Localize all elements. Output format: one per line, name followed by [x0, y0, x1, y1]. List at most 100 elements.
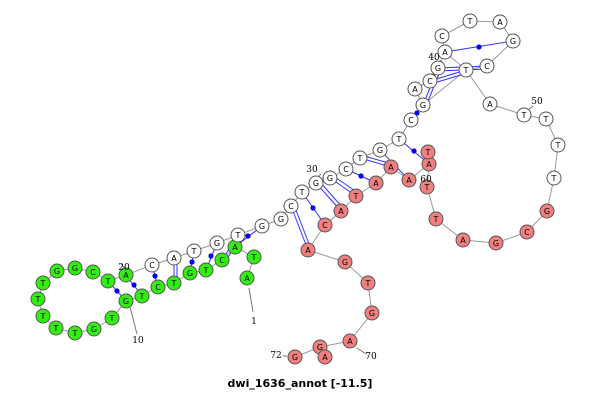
- nucleotide-58[interactable]: A: [455, 232, 471, 248]
- nucleotide-12[interactable]: G: [86, 321, 102, 337]
- nucleotide-4[interactable]: C: [214, 252, 230, 268]
- nucleotide-8[interactable]: C: [150, 279, 166, 295]
- nucleotide-40[interactable]: A: [407, 81, 423, 97]
- nucleotide-60[interactable]: T: [419, 179, 435, 195]
- nucleotide-1[interactable]: A: [239, 270, 255, 286]
- nucleotide-23[interactable]: C: [144, 257, 160, 273]
- nucleotide-66[interactable]: T: [348, 188, 364, 204]
- nucleotide-44[interactable]: C: [434, 28, 450, 44]
- nucleotide-circle: [333, 203, 349, 219]
- nucleotide-72[interactable]: G: [364, 305, 380, 321]
- nucleotide-7[interactable]: T: [166, 275, 182, 291]
- nucleotide-circle: [455, 232, 471, 248]
- nucleotide-circle: [104, 310, 120, 326]
- nucleotide-base-letter: G: [187, 269, 193, 278]
- nucleotide-20[interactable]: C: [85, 264, 101, 280]
- position-label-60: 60: [420, 175, 432, 185]
- nucleotide-circle: [492, 14, 508, 30]
- nucleotide-38[interactable]: C: [403, 112, 419, 128]
- nucleotide-26[interactable]: G: [209, 235, 225, 251]
- nucleotide-base-letter: C: [90, 268, 96, 277]
- nucleotide-42[interactable]: G: [430, 60, 446, 76]
- nucleotide-62[interactable]: T: [420, 144, 436, 160]
- nucleotide-14[interactable]: T: [48, 320, 64, 336]
- nucleotide-base-letter: T: [171, 279, 177, 288]
- nucleotide-base-letter: T: [521, 111, 527, 120]
- nucleotide-53[interactable]: T: [550, 137, 566, 153]
- nucleotide-circle: [428, 211, 444, 227]
- nucleotide-36[interactable]: G: [372, 142, 388, 158]
- nucleotide-48[interactable]: C: [479, 58, 495, 74]
- nucleotide-base-letter: A: [305, 246, 311, 255]
- nucleotide-43[interactable]: A: [437, 44, 453, 60]
- nucleotide-24[interactable]: A: [166, 250, 182, 266]
- nucleotide-65[interactable]: A: [368, 175, 384, 191]
- nucleotide-29[interactable]: G: [273, 211, 289, 227]
- nucleotide-67[interactable]: A: [333, 203, 349, 219]
- nucleotide-2[interactable]: T: [246, 249, 262, 265]
- nucleotide-69[interactable]: A: [300, 242, 316, 258]
- nucleotide-32[interactable]: G: [308, 175, 324, 191]
- nucleotide-56[interactable]: C: [519, 224, 535, 240]
- nucleotide-base-letter: A: [244, 274, 250, 283]
- nucleotide-34[interactable]: C: [338, 161, 354, 177]
- nucleotide-41[interactable]: C: [422, 73, 438, 89]
- nucleotide-13[interactable]: T: [67, 325, 83, 341]
- nucleotide-71[interactable]: T: [360, 275, 376, 291]
- nucleotide-base-letter: T: [425, 148, 431, 157]
- nucleotide-base-letter: T: [251, 253, 257, 262]
- nucleotide-63[interactable]: A: [401, 172, 417, 188]
- nucleotide-68[interactable]: C: [317, 217, 333, 233]
- nucleotide-37[interactable]: T: [391, 131, 407, 147]
- nucleotide-30[interactable]: C: [283, 198, 299, 214]
- nucleotide-57[interactable]: G: [488, 235, 504, 251]
- nucleotide-16[interactable]: T: [30, 291, 46, 307]
- nucleotide-75[interactable]: A: [317, 349, 333, 365]
- nucleotide-25[interactable]: T: [186, 243, 202, 259]
- nucleotide-base-letter: C: [322, 221, 328, 230]
- nucleotide-base-letter: G: [420, 101, 426, 110]
- nucleotide-46[interactable]: A: [492, 14, 508, 30]
- nucleotide-6[interactable]: G: [182, 265, 198, 281]
- nucleotide-54[interactable]: T: [546, 170, 562, 186]
- nucleotide-33[interactable]: G: [322, 170, 338, 186]
- nucleotide-39[interactable]: G: [415, 97, 431, 113]
- nucleotide-76[interactable]: G: [287, 349, 303, 365]
- nucleotide-5[interactable]: T: [198, 262, 214, 278]
- nucleotide-circle: [391, 131, 407, 147]
- nucleotide-49[interactable]: T: [458, 62, 474, 78]
- nucleotide-base-letter: C: [484, 62, 490, 71]
- nucleotide-31[interactable]: T: [294, 184, 310, 200]
- nucleotide-59[interactable]: T: [428, 211, 444, 227]
- nucleotide-27[interactable]: T: [230, 227, 246, 243]
- nucleotide-73[interactable]: A: [342, 333, 358, 349]
- nucleotide-17[interactable]: T: [35, 275, 51, 291]
- nucleotide-21[interactable]: T: [100, 273, 116, 289]
- nucleotide-9[interactable]: T: [134, 288, 150, 304]
- nucleotide-10[interactable]: G: [118, 293, 134, 309]
- nucleotide-circle: [352, 150, 368, 166]
- nucleotide-18[interactable]: G: [49, 263, 65, 279]
- nucleotide-64[interactable]: A: [383, 159, 399, 175]
- nucleotide-circle: [372, 142, 388, 158]
- position-label-50: 50: [531, 97, 543, 107]
- nucleotide-circle: [85, 264, 101, 280]
- nucleotide-base-letter: C: [408, 116, 414, 125]
- nucleotide-45[interactable]: T: [462, 13, 478, 29]
- nucleotide-base-letter: T: [35, 295, 41, 304]
- nucleotide-47[interactable]: G: [505, 33, 521, 49]
- nucleotide-19[interactable]: G: [67, 260, 83, 276]
- nucleotide-circle: [166, 250, 182, 266]
- nucleotide-70[interactable]: G: [337, 254, 353, 270]
- nucleotide-11[interactable]: T: [104, 310, 120, 326]
- nucleotide-50[interactable]: A: [482, 96, 498, 112]
- nucleotide-circle: [186, 243, 202, 259]
- nucleotide-35[interactable]: T: [352, 150, 368, 166]
- nucleotide-base-letter: A: [338, 207, 344, 216]
- nucleotide-15[interactable]: T: [35, 308, 51, 324]
- nucleotide-52[interactable]: T: [538, 111, 554, 127]
- nucleotide-51[interactable]: T: [516, 107, 532, 123]
- nucleotide-28[interactable]: G: [254, 218, 270, 234]
- nucleotide-22[interactable]: A: [118, 267, 134, 283]
- nucleotide-55[interactable]: G: [539, 203, 555, 219]
